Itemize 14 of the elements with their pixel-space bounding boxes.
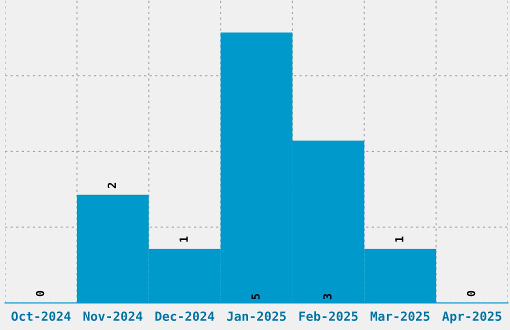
x-tick-label: Apr-2025 (442, 311, 502, 324)
data-label: 1 (180, 236, 188, 242)
data-label: 1 (395, 236, 404, 242)
data-label: 0 (36, 290, 44, 296)
x-tick-label: Dec-2024 (155, 311, 214, 321)
x-tick-label: Mar-2025 (370, 311, 430, 321)
data-label: 2 (108, 182, 116, 188)
x-tick-label: Jan-2025 (227, 311, 286, 321)
data-label: 3 (323, 294, 332, 300)
data-label: 0 (466, 290, 476, 296)
x-tick-label: Feb-2025 (299, 311, 358, 321)
x-tick-label: Oct-2024 (11, 311, 71, 321)
x-tick-label: Nov-2024 (83, 311, 142, 321)
data-label: 5 (251, 294, 260, 300)
